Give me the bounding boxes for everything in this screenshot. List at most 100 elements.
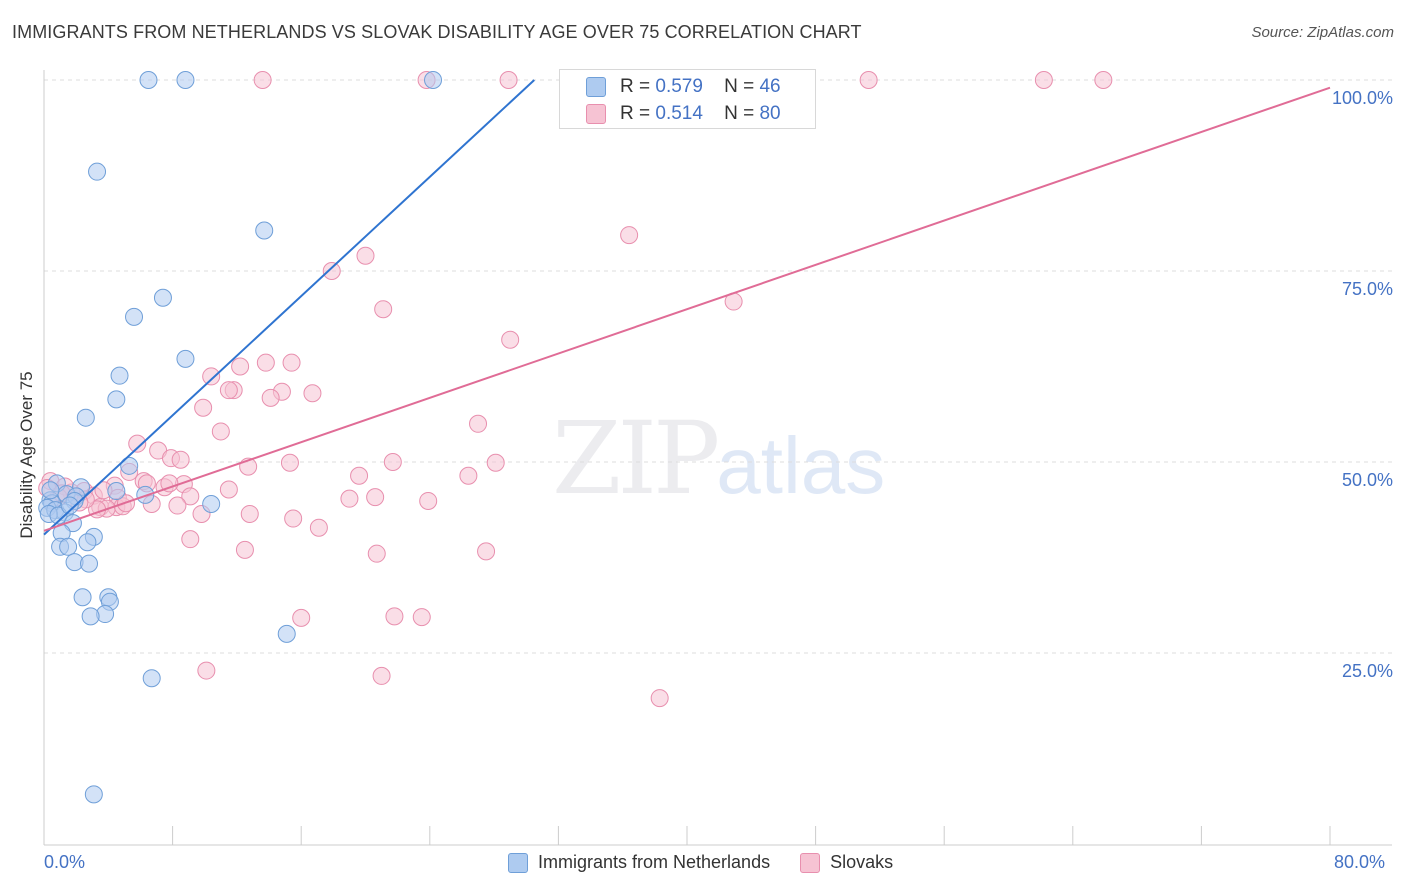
watermark-atlas: atlas [716,421,886,510]
source-label: Source: ZipAtlas.com [1251,24,1394,41]
slovaks-point [469,414,488,433]
legend-item-netherlands[interactable]: Immigrants from Netherlands [508,852,770,873]
legend-label-slovaks: Slovaks [830,852,894,872]
netherlands-point [60,496,79,515]
slovaks-point [366,488,385,507]
netherlands-point [277,624,296,643]
slovaks-point [650,689,669,708]
netherlands-points [38,71,587,804]
slovaks-swatch [586,104,606,124]
slovaks-point [168,496,187,515]
r-value-slovaks: 0.514 [655,103,703,124]
slovaks-point [282,353,301,372]
legend-item-slovaks[interactable]: Slovaks [800,852,893,873]
slovaks-point [256,353,275,372]
slovaks-point [385,607,404,626]
slovaks-point [181,530,200,549]
slovaks-point [280,453,299,472]
slovaks-point [322,262,341,280]
slovaks-point [1034,71,1053,89]
netherlands-point [176,71,195,89]
netherlands-trend-line [43,79,535,536]
slovaks-point [350,466,369,485]
trend-lines [43,79,1331,536]
slovaks-point [309,518,328,537]
slovaks-point [171,450,190,469]
y-axis-title: Disability Age Over 75 [17,371,36,539]
netherlands-point [120,456,139,475]
slovaks-point [253,71,272,89]
slovaks-point [1094,71,1113,89]
legend-label-netherlands: Immigrants from Netherlands [538,852,771,872]
netherlands-point [59,537,78,556]
slovaks-point [620,226,639,245]
slovaks-point [197,661,216,680]
netherlands-point [49,506,68,525]
slovaks-point [211,422,230,441]
r-value-netherlands: 0.579 [655,76,703,97]
slovaks-point [367,544,386,563]
slovaks-point [459,466,478,485]
slovaks-point [261,388,280,407]
slovaks-point [412,608,431,627]
watermark-zip: ZIP [552,400,720,517]
slovaks-point [231,357,250,376]
y-tick-label: 25.0% [1342,661,1393,681]
slovaks-point [499,71,518,89]
stat-text-netherlands: R = 0.579 N = 46 [620,76,781,97]
slovaks-point [219,381,238,400]
legend-swatch-netherlands [508,852,528,873]
slovaks-point [202,367,221,386]
bottom-legend: Immigrants from Netherlands Slovaks [508,852,923,873]
stat-text-slovaks: R = 0.514 N = 80 [620,103,781,124]
slovaks-point [501,330,520,349]
slovaks-point [419,491,438,510]
y-tick-label: 100.0% [1332,88,1393,108]
slovaks-trend-line [43,86,1331,532]
slovaks-point [128,434,147,453]
netherlands-point [107,482,126,501]
netherlands-point [142,669,161,688]
netherlands-point [73,588,92,607]
netherlands-point [84,785,103,804]
axes [43,70,1392,846]
slovaks-point [372,666,391,685]
netherlands-point [41,481,60,500]
netherlands-point [80,554,99,573]
slovaks-point [160,474,179,493]
netherlands-point [81,607,100,626]
netherlands-point [78,533,97,552]
netherlands-point [110,366,129,385]
x-min-label: 0.0% [44,852,86,872]
slovaks-point [303,384,322,403]
y-tick-labels: 25.0% 50.0% 75.0% 100.0% [1332,88,1393,681]
slovaks-point [859,71,878,89]
netherlands-point [424,71,443,89]
netherlands-point [202,495,221,514]
netherlands-point [176,349,195,368]
netherlands-point [107,390,126,409]
stat-row-slovaks: R = 0.514 N = 80 [586,103,781,125]
netherlands-swatch [586,77,606,97]
slovaks-point [284,509,303,528]
slovaks-point [383,453,402,471]
watermark: ZIPatlas [552,400,885,517]
n-value-netherlands: 46 [759,76,781,97]
slovaks-point [194,398,213,417]
slovaks-point [235,540,254,559]
chart-title: IMMIGRANTS FROM NETHERLANDS VS SLOVAK DI… [12,22,862,42]
n-value-slovaks: 80 [759,103,781,124]
netherlands-point [153,288,172,307]
netherlands-point [139,71,158,89]
stat-legend: R = 0.579 N = 46 R = 0.514 N = 80 [559,69,816,129]
legend-swatch-slovaks [800,852,821,873]
slovaks-point [292,608,311,627]
netherlands-point [125,307,144,326]
slovaks-point [240,504,259,523]
stat-row-netherlands: R = 0.579 N = 46 [586,76,781,98]
slovaks-point [219,480,238,499]
slovaks-point [477,542,496,561]
x-max-label: 80.0% [1334,852,1386,872]
y-tick-label: 75.0% [1342,279,1393,299]
